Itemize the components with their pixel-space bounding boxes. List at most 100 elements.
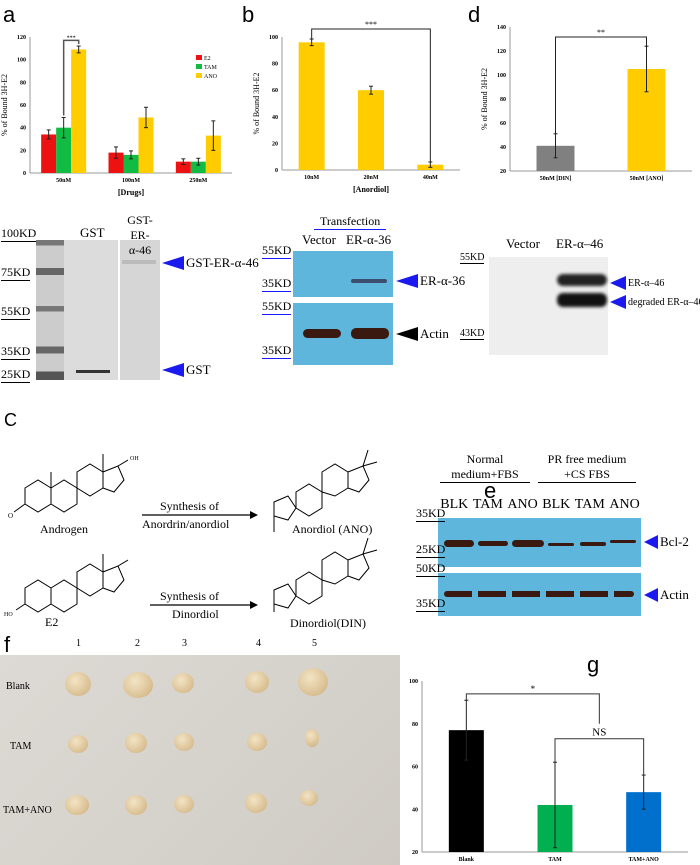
- lane-label: GST: [80, 225, 105, 240]
- band: [351, 279, 387, 283]
- lane-label: ANO: [609, 497, 640, 512]
- x-tick-label: 50nM [ANO]: [630, 176, 664, 182]
- x-tick-label: 50nM: [56, 178, 71, 184]
- arrow1-line2: Anordrin/anordiol: [142, 517, 230, 531]
- x-tick-label: 100nM: [122, 178, 140, 184]
- anordiol-structure: [273, 449, 378, 532]
- y-tick-label: 0: [275, 168, 278, 174]
- y-tick-label: 80: [412, 722, 418, 728]
- band: [580, 542, 606, 546]
- significance-label: *: [531, 684, 536, 694]
- band: [351, 328, 389, 339]
- marker-label: 100KD: [1, 226, 37, 242]
- x-tick-label: TAM: [548, 857, 562, 863]
- blot-actin: [293, 303, 393, 365]
- e2-label: E2: [45, 615, 58, 629]
- band: [557, 293, 607, 307]
- y-tick-label: 100: [409, 679, 418, 685]
- x-tick-label: 20nM: [364, 175, 379, 181]
- tumor: [125, 733, 147, 753]
- arrow-label: GST: [186, 362, 211, 377]
- marker-label: 25KD: [416, 542, 446, 558]
- x-tick-label: 40nM: [423, 175, 438, 181]
- legend-label: TAM: [204, 65, 218, 71]
- marker-label: 35KD: [416, 596, 446, 612]
- bar: [71, 49, 87, 173]
- x-tick-label: Blank: [459, 857, 475, 863]
- tumor: [125, 795, 147, 815]
- tumor: [65, 672, 91, 696]
- significance-label: ***: [365, 20, 377, 29]
- column-label: 1: [76, 638, 81, 649]
- row-label: Blank: [6, 681, 30, 692]
- bar: [298, 42, 325, 170]
- panel-label-g: g: [587, 652, 600, 677]
- marker-label: 55KD: [262, 243, 292, 259]
- anordiol-label: Anordiol (ANO): [292, 522, 372, 536]
- y-tick-label: 20: [412, 850, 418, 856]
- column-label: 2: [135, 638, 140, 649]
- arrow-icon: [396, 327, 418, 341]
- lane-label: Vector: [506, 236, 540, 251]
- panel-label-e: e: [484, 478, 497, 503]
- arrow-actin-e: Actin: [644, 587, 689, 603]
- dinordiol-label: Dinordiol(DIN): [290, 616, 366, 630]
- y-tick-label: 80: [272, 62, 278, 68]
- arrow-icon: [644, 535, 658, 549]
- arrow2-line2: Dinordiol: [172, 607, 219, 621]
- significance-label: ***: [67, 35, 76, 41]
- tumor: [123, 672, 153, 698]
- androgen-structure: [13, 454, 129, 513]
- lane-labels: BLK TAM ANO BLK TAM ANO: [438, 497, 642, 513]
- transfection-header: Transfection: [314, 214, 387, 230]
- chemical-structures: OH O Androgen Synthesis of Anordrin/anor…: [4, 449, 378, 630]
- y-tick-label: 40: [20, 126, 26, 132]
- tumor: [305, 729, 319, 747]
- y-tick-label: 40: [500, 145, 506, 151]
- androgen-label: Androgen: [40, 522, 88, 536]
- band: [303, 329, 341, 338]
- tumor: [300, 790, 318, 806]
- arrow1-line1: Synthesis of: [160, 499, 219, 513]
- panel-label-b: b: [242, 2, 255, 27]
- column-label: 3: [182, 638, 187, 649]
- lane-label: TAM: [472, 497, 503, 512]
- y-tick-label: 120: [17, 35, 26, 41]
- bar: [138, 117, 154, 173]
- y-tick-label: 60: [20, 103, 26, 109]
- tumor: [298, 668, 328, 696]
- band: [610, 540, 636, 543]
- y-tick-label: 100: [269, 35, 278, 41]
- row-label: TAM+ANO: [3, 805, 52, 816]
- blot-er46: [489, 257, 608, 355]
- x-tick-label: TAM+ANO: [629, 857, 660, 863]
- marker-label: 55KD: [1, 304, 31, 320]
- marker-label: 35KD: [262, 276, 292, 292]
- arrow-icon: [644, 588, 658, 602]
- arrow-icon: [610, 295, 626, 309]
- arrow-label: ER-α–46: [628, 277, 665, 289]
- y-tick-label: 40: [272, 115, 278, 121]
- lane-label: ER-α–46: [556, 236, 604, 251]
- oh-label: OH: [130, 456, 139, 462]
- arrow-bcl2: Bcl-2: [644, 534, 689, 550]
- panel-label-c: C: [4, 410, 17, 430]
- y-tick-label: 40: [412, 807, 418, 813]
- bar: [56, 127, 72, 173]
- marker-label: 50KD: [416, 561, 446, 577]
- tumor: [174, 733, 194, 751]
- y-tick-label: 120: [497, 49, 506, 55]
- legend-label: ANO: [204, 74, 218, 80]
- lane-label: BLK: [440, 497, 469, 512]
- arrow-er36: ER-α-36: [396, 273, 465, 289]
- y-tick-label: 80: [500, 97, 506, 103]
- arrow-label: degraded ER-α–46: [628, 296, 700, 308]
- arrow-degraded-er46: degraded ER-α–46: [610, 295, 700, 309]
- y-tick-label: 60: [272, 88, 278, 94]
- significance-bracket: [311, 28, 431, 163]
- bar: [108, 152, 124, 173]
- y-axis-label: % of Bound 3H-E2: [252, 73, 261, 135]
- marker-label: 35KD: [262, 343, 292, 359]
- y-tick-label: 100: [497, 73, 506, 79]
